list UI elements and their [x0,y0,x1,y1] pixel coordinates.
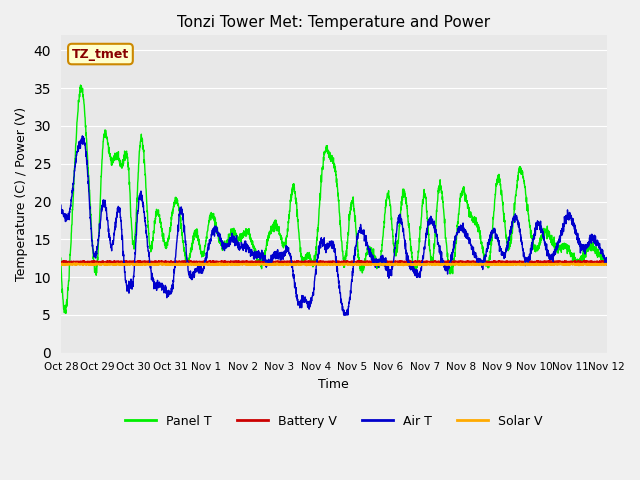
Y-axis label: Temperature (C) / Power (V): Temperature (C) / Power (V) [15,107,28,281]
Battery V [593,259,600,265]
Battery V [290,260,298,265]
Battery V [152,259,159,265]
Battery V [534,259,541,264]
Solar V [534,262,541,267]
Solar V [290,262,298,267]
Legend: Panel T, Battery V, Air T, Solar V: Panel T, Battery V, Air T, Solar V [120,409,548,432]
Air T [79,133,86,139]
Solar V [119,261,127,267]
Air T [340,312,348,318]
Line: Solar V: Solar V [61,264,607,265]
Air T [120,249,127,254]
Panel T [291,184,298,190]
Battery V [221,258,228,264]
Battery V [57,259,65,265]
Air T [534,218,541,224]
Panel T [77,82,84,88]
Solar V [593,262,600,267]
Text: TZ_tmet: TZ_tmet [72,48,129,60]
Panel T [534,248,541,253]
Battery V [323,260,330,266]
Solar V [603,261,611,267]
Panel T [120,161,127,167]
Line: Air T: Air T [61,136,607,315]
Air T [593,243,600,249]
Panel T [57,255,65,261]
Air T [152,280,159,286]
X-axis label: Time: Time [318,378,349,391]
Air T [290,272,298,277]
Line: Battery V: Battery V [61,261,607,263]
Air T [603,255,611,261]
Panel T [152,214,160,219]
Battery V [603,259,611,265]
Line: Panel T: Panel T [61,85,607,313]
Panel T [593,247,600,252]
Panel T [267,228,275,234]
Battery V [119,259,127,265]
Air T [57,202,65,208]
Solar V [303,263,310,268]
Solar V [152,262,159,267]
Panel T [62,311,70,316]
Title: Tonzi Tower Met: Temperature and Power: Tonzi Tower Met: Temperature and Power [177,15,490,30]
Solar V [266,262,274,267]
Solar V [195,261,202,266]
Solar V [57,262,65,267]
Panel T [603,259,611,264]
Air T [266,261,274,266]
Battery V [266,259,274,264]
